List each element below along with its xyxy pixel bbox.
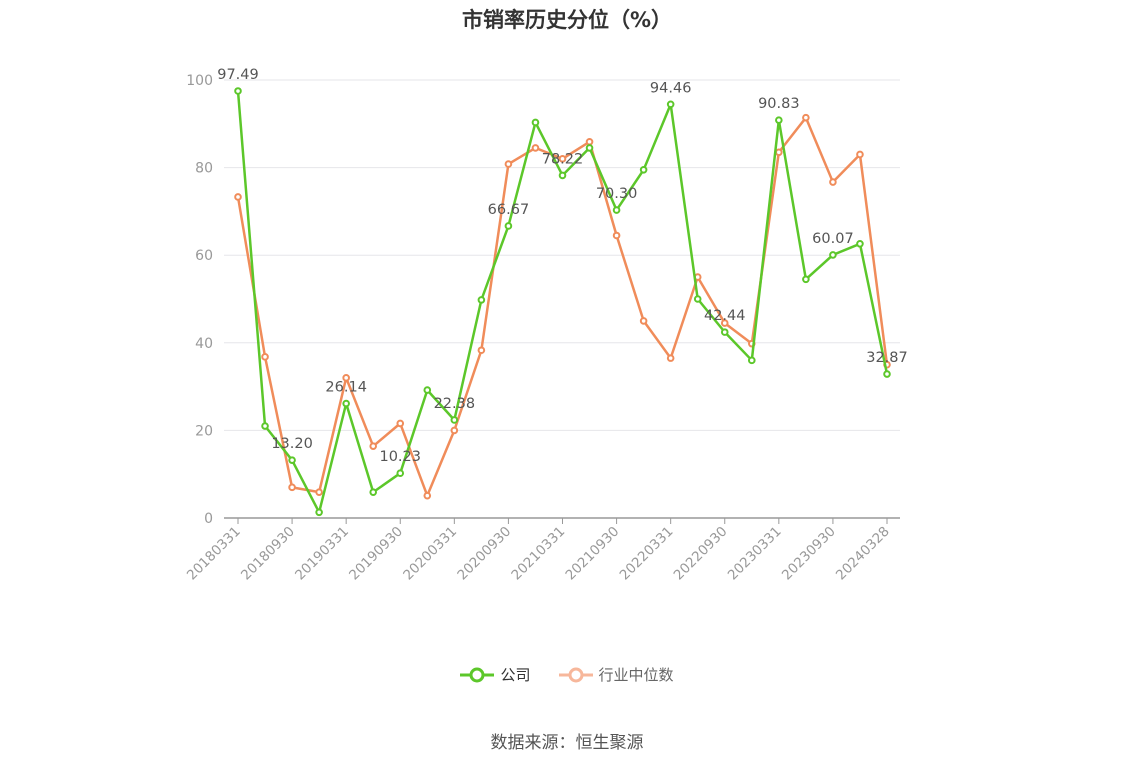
- industry-point: [261, 353, 269, 361]
- company-point: [666, 100, 675, 109]
- company-point: [288, 456, 296, 464]
- industry-point: [477, 346, 486, 355]
- company-point: [531, 118, 540, 127]
- data-label: 26.14: [325, 380, 367, 396]
- company-point: [693, 295, 702, 303]
- industry-point: [639, 317, 648, 325]
- x-tick-label: 20210930: [563, 524, 623, 584]
- x-tick-label: 20230930: [779, 524, 839, 584]
- company-point: [802, 275, 810, 284]
- x-tick-label: 20240328: [833, 524, 893, 584]
- x-tick-label: 20230331: [725, 524, 785, 584]
- legend-label-industry: 行业中位数: [598, 666, 674, 684]
- industry-point: [450, 426, 459, 435]
- industry-point: [315, 488, 323, 496]
- company-point: [261, 422, 269, 430]
- data-label: 32.87: [866, 350, 908, 366]
- company-point: [856, 240, 864, 248]
- company-point: [234, 87, 242, 95]
- industry-point: [829, 178, 837, 186]
- y-tick-label: 60: [195, 248, 213, 264]
- y-tick-label: 0: [204, 511, 213, 527]
- industry-point: [775, 148, 783, 157]
- industry-point: [531, 144, 540, 152]
- industry-point: [369, 442, 378, 450]
- industry-point: [342, 374, 350, 382]
- data-label: 78.22: [542, 151, 584, 167]
- company-point: [585, 144, 594, 152]
- company-point: [369, 488, 378, 496]
- company-point: [450, 416, 459, 424]
- industry-point: [423, 491, 432, 500]
- company-point: [720, 328, 729, 336]
- industry-point: [234, 193, 242, 201]
- data-label: 13.20: [271, 436, 313, 452]
- company-point: [342, 399, 350, 408]
- data-label: 22.38: [434, 396, 476, 412]
- data-label: 42.44: [704, 308, 746, 324]
- legend-industry-line-icon: [558, 667, 593, 682]
- industry-point: [288, 483, 296, 492]
- legend-item-industry[interactable]: 行业中位数: [558, 664, 674, 685]
- x-tick-label: 20220331: [617, 524, 677, 584]
- chart-legend: 公司 行业中位数: [0, 664, 1134, 685]
- data-label: 90.83: [758, 96, 800, 112]
- data-label: 94.46: [650, 80, 692, 96]
- company-point: [315, 508, 323, 517]
- y-tick-label: 20: [195, 423, 213, 439]
- company-point: [558, 171, 567, 180]
- x-tick-label: 20190331: [292, 524, 352, 584]
- company-point: [775, 116, 783, 124]
- company-point: [504, 222, 513, 230]
- company-point: [477, 296, 486, 304]
- industry-point: [612, 231, 621, 240]
- company-point: [883, 370, 891, 378]
- industry-point: [666, 354, 675, 362]
- data-label: 66.67: [488, 202, 530, 218]
- industry-point: [720, 319, 729, 327]
- legend-label-company: 公司: [500, 666, 531, 684]
- y-tick-label: 100: [186, 73, 213, 89]
- industry-point: [856, 150, 864, 159]
- industry-point: [504, 160, 513, 168]
- industry-point: [558, 155, 567, 163]
- company-point: [829, 251, 837, 259]
- data-source: 数据来源：恒生聚源: [490, 733, 644, 753]
- legend-company-line-icon: [460, 667, 495, 682]
- x-tick-label: 20220930: [671, 524, 731, 584]
- company-point: [423, 386, 432, 394]
- industry-point: [802, 113, 810, 122]
- chart-title: 市销率历史分位（%）: [461, 8, 673, 32]
- company-point: [747, 356, 756, 365]
- x-tick-label: 20180331: [184, 524, 244, 584]
- x-tick-label: 20180930: [238, 524, 298, 584]
- data-label: 10.23: [379, 449, 421, 465]
- x-tick-label: 20200331: [400, 524, 460, 584]
- industry-point: [396, 419, 405, 428]
- y-tick-label: 80: [195, 161, 213, 177]
- x-tick-label: 20210331: [508, 524, 568, 584]
- x-tick-label: 20200930: [454, 524, 514, 584]
- y-tick-label: 40: [195, 336, 213, 352]
- x-tick-label: 20190930: [346, 524, 406, 584]
- company-point: [612, 206, 621, 214]
- legend-item-company[interactable]: 公司: [460, 664, 531, 685]
- data-label: 97.49: [217, 67, 259, 83]
- data-label: 60.07: [812, 231, 854, 247]
- company-point: [396, 469, 405, 477]
- data-label: 70.30: [596, 186, 638, 202]
- company-point: [639, 165, 648, 174]
- industry-point: [585, 137, 594, 146]
